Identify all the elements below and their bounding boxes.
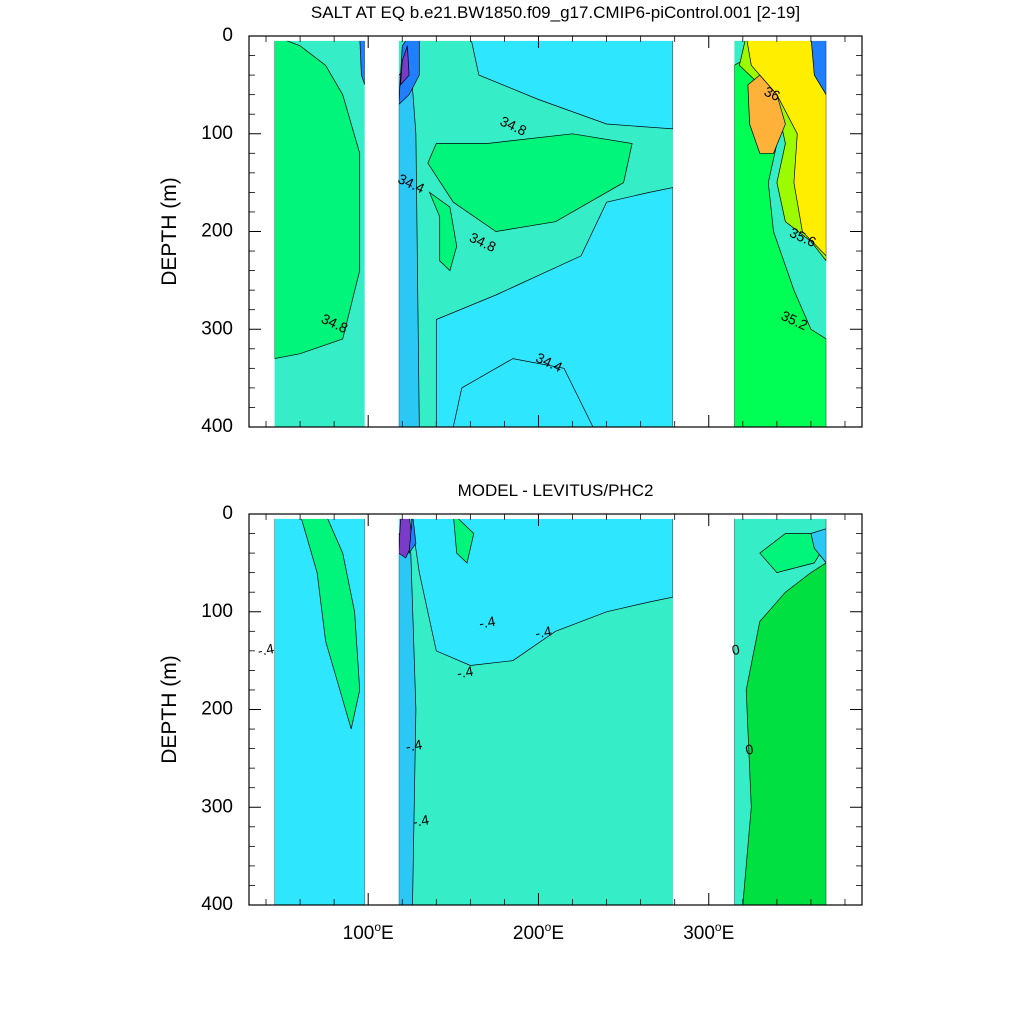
atlantic-surface-negative [810, 528, 827, 564]
atlantic-positive-bias [742, 562, 827, 905]
y-tick-label-0: 0 [222, 25, 233, 46]
y-tick-label-400: 400 [201, 416, 233, 437]
surface-bias-lens [398, 514, 413, 559]
y-axis-label: DEPTH (m) [158, 655, 181, 764]
chart-title: MODEL - LEVITUS/PHC2 [458, 481, 654, 500]
indian-high-salinity [274, 36, 361, 360]
pacific-surface-maximum [452, 514, 475, 564]
y-tick-label-300: 300 [201, 318, 233, 339]
land-gap-2 [672, 36, 735, 427]
chart-panel-2: -.4 -.4 -.4 -.4 0 0 -.4 -.4 0 100 200 300 400 100oE 20… [158, 481, 863, 944]
x-tick-label-100: 100oE [343, 920, 394, 944]
high-salinity-tongue [427, 133, 633, 232]
chart-title: SALT AT EQ b.e21.BW1850.f09_g17.CMIP6-pi… [311, 3, 800, 22]
contour-label-6: 0 [744, 741, 755, 758]
y-tick-label-300: 300 [201, 796, 233, 817]
atlantic-maximum [747, 74, 786, 154]
salinity-field [249, 514, 862, 905]
contour-label-1: -.4 [256, 640, 275, 659]
contour-label-5: 0 [731, 641, 742, 658]
contour-label-2: -.4 [478, 613, 497, 632]
surface-strip [249, 36, 862, 41]
land-gap-1 [364, 514, 399, 905]
x-tick-label-300: 300oE [683, 920, 734, 944]
upper-pacific-low-region [470, 36, 674, 130]
y-tick-label-0: 0 [222, 503, 233, 524]
chart-panel-1: 34.834.434.83635.635.234.834.40100200300… [158, 3, 863, 437]
y-tick-label-100: 100 [201, 123, 233, 144]
y-tick-label-100: 100 [201, 601, 233, 622]
west-pacific-maximum [428, 191, 458, 272]
x-tick-label-200: 200oE [513, 920, 564, 944]
surface-minimum-lens [400, 45, 410, 86]
contour-label-7: -.4 [405, 736, 424, 755]
salinity-field [249, 36, 862, 427]
y-tick-label-200: 200 [201, 221, 233, 242]
land-gap-1 [364, 36, 399, 427]
contour-label-8: -.4 [411, 811, 430, 830]
deep-low-salinity-region [452, 358, 594, 427]
y-tick-label-400: 400 [201, 894, 233, 915]
atlantic-surface-fresh [810, 36, 827, 96]
y-tick-label-200: 200 [201, 699, 233, 720]
y-axis-label: DEPTH (m) [158, 177, 181, 286]
surface-strip [249, 514, 862, 519]
contour-label-3: -.4 [534, 623, 553, 642]
contour-label-4: 36 [762, 83, 783, 104]
surface-bias-edge [408, 514, 417, 555]
indian-positive-bias [299, 514, 361, 730]
contour-label-4: -.4 [456, 663, 475, 682]
land-gap-2 [672, 514, 735, 905]
